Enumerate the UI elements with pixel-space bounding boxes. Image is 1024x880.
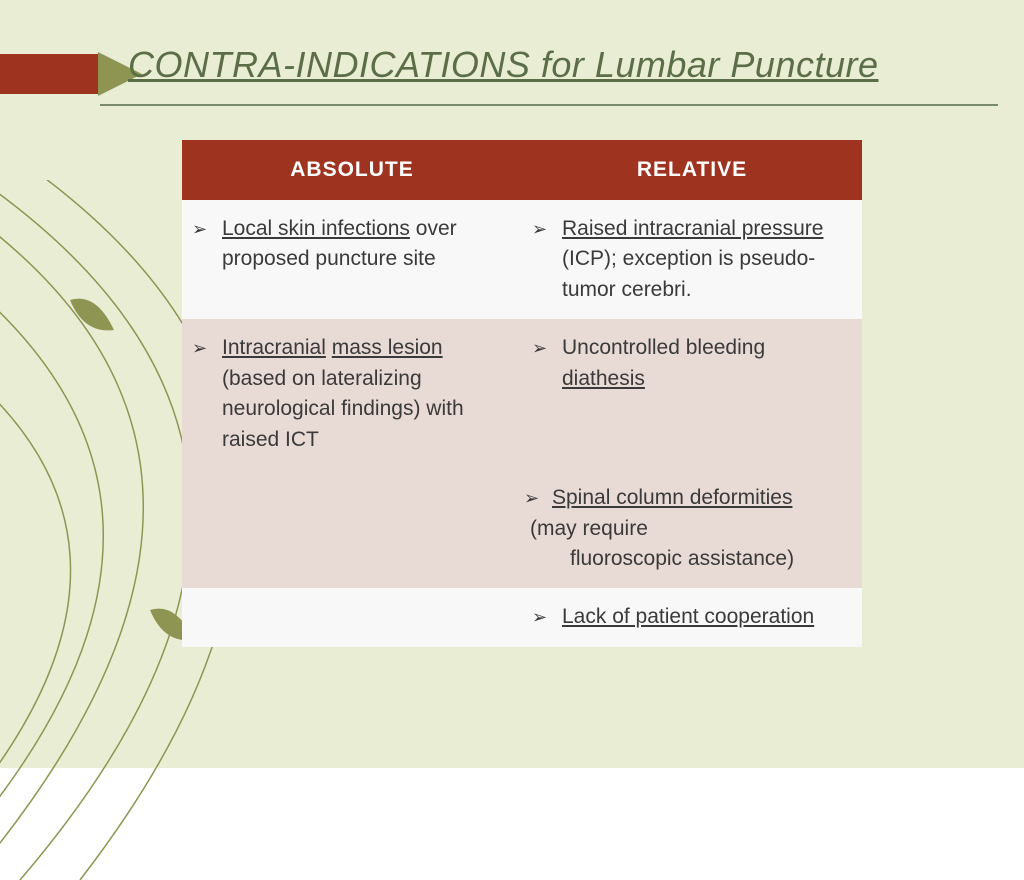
bullet-icon: ➢: [532, 216, 547, 242]
cell-text: Uncontrolled bleeding: [562, 336, 765, 359]
cell-text: (based on lateralizing neurological find…: [222, 367, 464, 451]
accent-bar: [0, 54, 98, 94]
table-header-row: ABSOLUTE RELATIVE: [182, 140, 862, 200]
cell-text: mass lesion: [332, 336, 443, 359]
title-underline: [100, 104, 998, 106]
cell-absolute-1: ➢ Local skin infections over proposed pu…: [182, 200, 522, 319]
table-row: ➢ Spinal column deformities (may require…: [182, 469, 862, 588]
cell-text: fluoroscopic assistance): [530, 544, 794, 574]
slide-title: CONTRA-INDICATIONS for Lumbar Puncture: [128, 44, 879, 86]
cell-text: Local skin infections: [222, 217, 410, 240]
cell-text: (may require: [530, 517, 648, 540]
cell-text: Raised intracranial pressure: [562, 217, 823, 240]
cell-absolute-2: ➢ Intracranial mass lesion (based on lat…: [182, 319, 522, 469]
contraindications-table: ABSOLUTE RELATIVE ➢ Local skin infection…: [182, 140, 862, 647]
table-row: ➢ Intracranial mass lesion (based on lat…: [182, 319, 862, 469]
bullet-icon: ➢: [192, 216, 207, 242]
cell-absolute-3: [182, 469, 522, 588]
cell-text: diathesis: [562, 367, 645, 390]
bullet-icon: ➢: [532, 335, 547, 361]
table-row: ➢ Local skin infections over proposed pu…: [182, 200, 862, 319]
cell-relative-3: ➢ Spinal column deformities (may require…: [522, 469, 862, 588]
bullet-icon: ➢: [524, 485, 539, 511]
bullet-icon: ➢: [532, 604, 547, 630]
slide: CONTRA-INDICATIONS for Lumbar Puncture A…: [0, 0, 1024, 768]
cell-text: Spinal column deformities: [552, 486, 792, 509]
col-header-relative: RELATIVE: [522, 140, 862, 200]
cell-absolute-4: [182, 588, 522, 646]
bullet-icon: ➢: [192, 335, 207, 361]
title-bar: CONTRA-INDICATIONS for Lumbar Puncture: [0, 38, 1024, 110]
col-header-absolute: ABSOLUTE: [182, 140, 522, 200]
cell-relative-1: ➢ Raised intracranial pressure (ICP); ex…: [522, 200, 862, 319]
cell-text: Lack of patient cooperation: [562, 605, 814, 628]
cell-relative-4: ➢ Lack of patient cooperation: [522, 588, 862, 646]
cell-text: Intracranial: [222, 336, 326, 359]
table-row: ➢ Lack of patient cooperation: [182, 588, 862, 646]
cell-relative-2: ➢ Uncontrolled bleeding diathesis: [522, 319, 862, 469]
cell-text: (ICP); exception is pseudo-tumor cerebri…: [562, 247, 815, 300]
